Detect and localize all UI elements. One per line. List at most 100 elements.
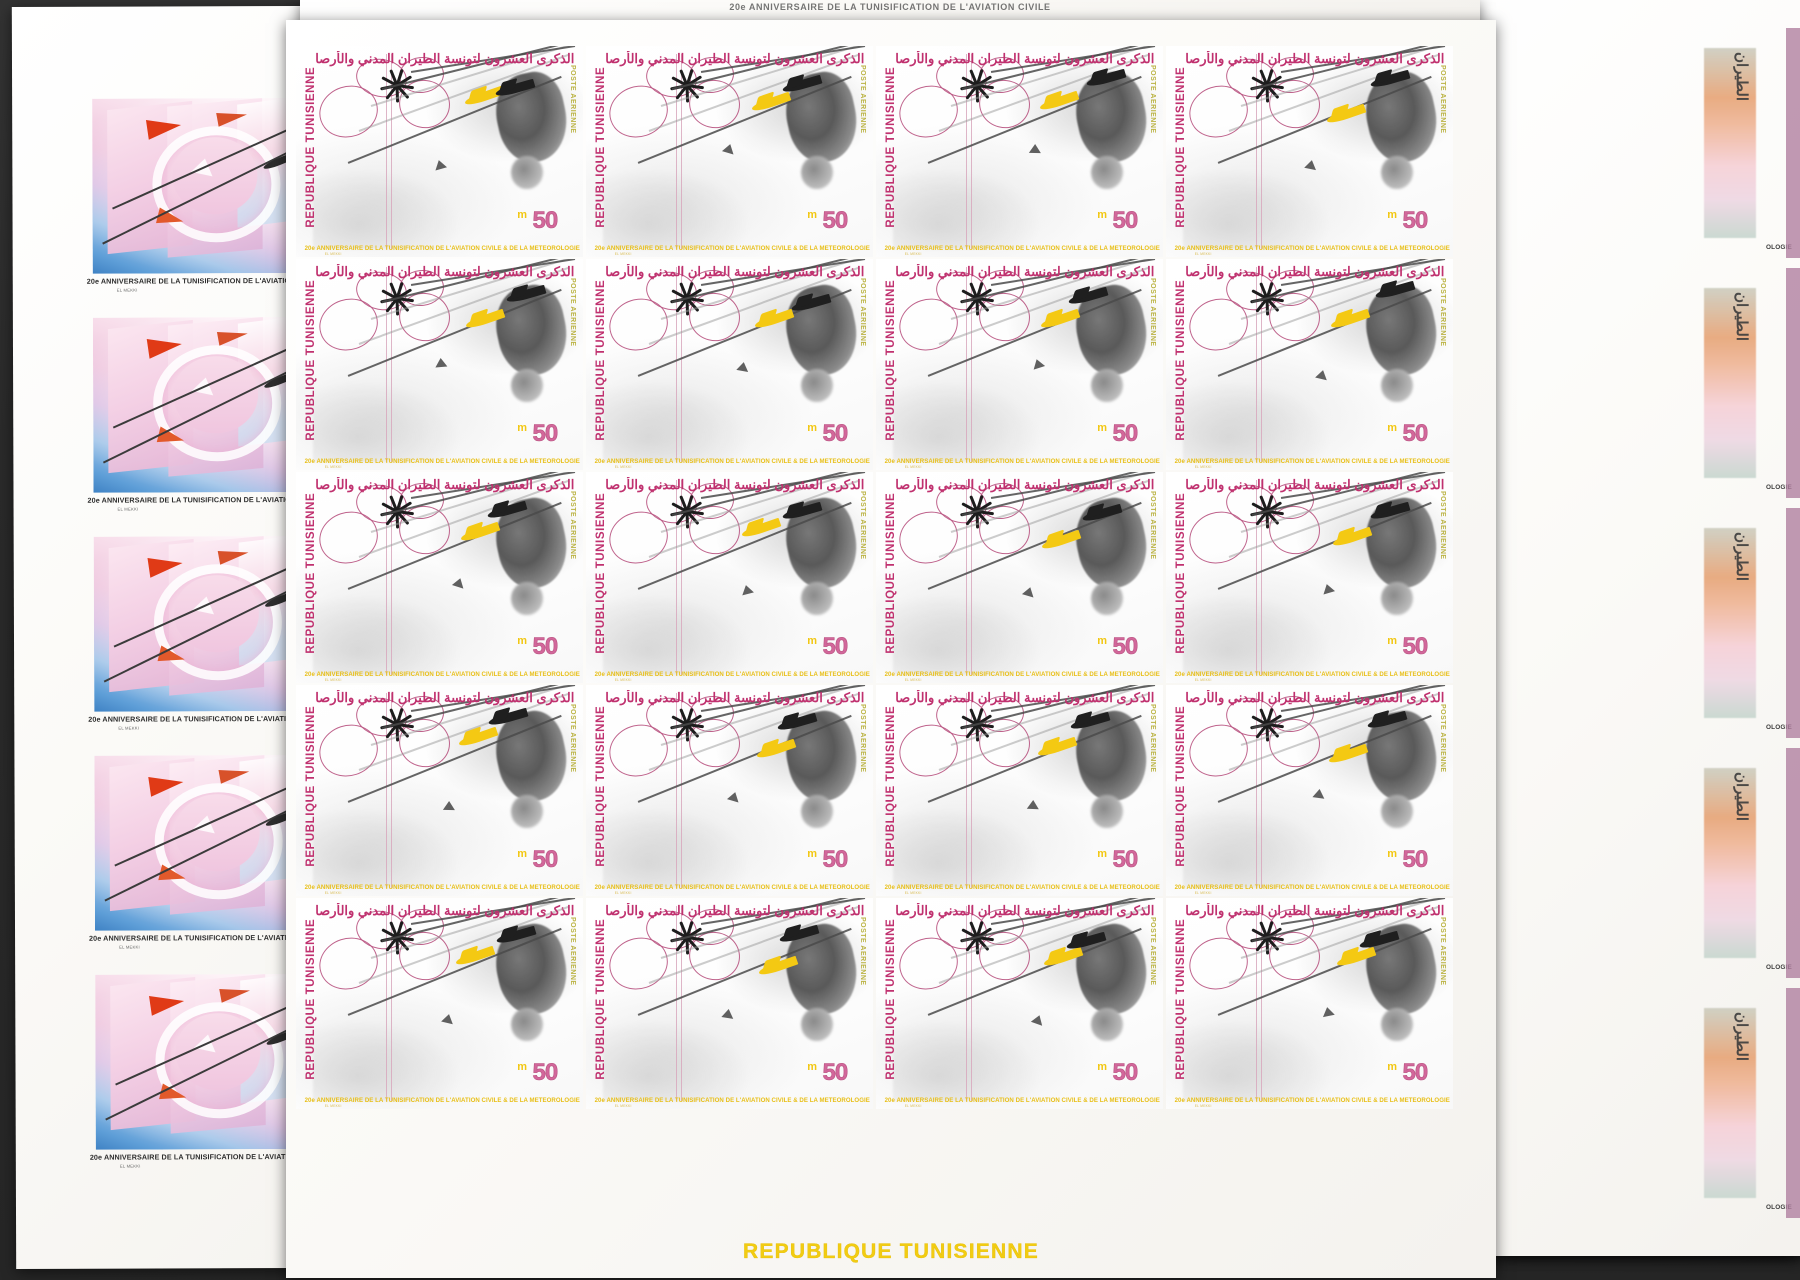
stamp-cell[interactable]: الذكرى العشرون لتونسة الطيران المدني وال… bbox=[1166, 898, 1453, 1109]
vertical-line-right bbox=[1261, 267, 1263, 462]
vertical-line-left bbox=[1256, 906, 1258, 1101]
right-sheet-artwork-fragment bbox=[1704, 1008, 1756, 1198]
stamp[interactable]: الذكرى العشرون لتونسة الطيران المدني وال… bbox=[876, 685, 1163, 896]
stamp[interactable]: الذكرى العشرون لتونسة الطيران المدني وال… bbox=[1166, 46, 1453, 257]
stamp[interactable]: الذكرى العشرون لتونسة الطيران المدني وال… bbox=[876, 898, 1163, 1109]
stamp-cell[interactable]: الذكرى العشرون لتونسة الطيران المدني وال… bbox=[296, 898, 583, 1109]
stamp-cell[interactable]: الذكرى العشرون لتونسة الطيران المدني وال… bbox=[876, 898, 1163, 1109]
vertical-line-left bbox=[966, 480, 968, 675]
stamp-designer-credit: EL MEKKI bbox=[1194, 252, 1212, 257]
stamp-arabic-title: الذكرى العشرون لتونسة الطيران المدني وال… bbox=[316, 51, 575, 67]
stamp-arabic-title: الذكرى العشرون لتونسة الطيران المدني وال… bbox=[316, 690, 575, 706]
stamp-country-name: REPUBLIQUE TUNISIENNE bbox=[884, 918, 897, 1080]
stamp[interactable]: الذكرى العشرون لتونسة الطيران المدني وال… bbox=[296, 685, 583, 896]
stamp-cell[interactable]: الذكرى العشرون لتونسة الطيران المدني وال… bbox=[1166, 46, 1453, 257]
stamp-cell[interactable]: الذكرى العشرون لتونسة الطيران المدني وال… bbox=[876, 685, 1163, 896]
stamp-caption: 20e ANNIVERSAIRE DE LA TUNISIFICATION DE… bbox=[1174, 670, 1450, 678]
stamp[interactable]: الذكرى العشرون لتونسة الطيران المدني وال… bbox=[296, 898, 583, 1109]
vertical-line-right bbox=[681, 693, 683, 888]
stamp[interactable]: الذكرى العشرون لتونسة الطيران المدني وال… bbox=[296, 259, 583, 470]
stamp-currency-mark: m bbox=[807, 422, 818, 435]
stamp-currency-mark: m bbox=[1097, 635, 1108, 648]
stamp[interactable]: الذكرى العشرون لتونسة الطيران المدني وال… bbox=[876, 259, 1163, 470]
stamp-denomination: 50 bbox=[822, 206, 848, 235]
stamp[interactable]: الذكرى العشرون لتونسة الطيران المدني وال… bbox=[876, 46, 1163, 257]
right-sheet-artwork-fragment bbox=[1704, 528, 1756, 718]
cloud-haze bbox=[1183, 381, 1333, 462]
stamp-cell[interactable]: الذكرى العشرون لتونسة الطيران المدني وال… bbox=[296, 472, 583, 683]
stamp[interactable]: الذكرى العشرون لتونسة الطيران المدني وال… bbox=[586, 685, 873, 896]
stamp-cell[interactable]: الذكرى العشرون لتونسة الطيران المدني وال… bbox=[586, 259, 873, 470]
vertical-line-left bbox=[1256, 267, 1258, 462]
rock-formation-small bbox=[801, 1007, 833, 1042]
stamp-country-name: REPUBLIQUE TUNISIENNE bbox=[304, 492, 317, 654]
rock-formation-small bbox=[511, 1007, 543, 1042]
stamp-cell[interactable]: الذكرى العشرون لتونسة الطيران المدني وال… bbox=[876, 472, 1163, 683]
stamp-postes-label: POSTE AERIENNE bbox=[568, 277, 576, 347]
stamp-cell[interactable]: الذكرى العشرون لتونسة الطيران المدني وال… bbox=[876, 46, 1163, 257]
vertical-line-right bbox=[971, 480, 973, 675]
stamp[interactable]: الذكرى العشرون لتونسة الطيران المدني وال… bbox=[586, 259, 873, 470]
stamp-designer-credit: EL MEKKI bbox=[1194, 891, 1212, 896]
stamp-cell[interactable]: الذكرى العشرون لتونسة الطيران المدني وال… bbox=[296, 685, 583, 896]
stamp-cell[interactable]: الذكرى العشرون لتونسة الطيران المدني وال… bbox=[296, 259, 583, 470]
stamp-arabic-title: الذكرى العشرون لتونسة الطيران المدني وال… bbox=[1186, 903, 1445, 919]
vertical-line-left bbox=[676, 693, 678, 888]
stamp-cell[interactable]: الذكرى العشرون لتونسة الطيران المدني وال… bbox=[1166, 472, 1453, 683]
vertical-line-right bbox=[971, 267, 973, 462]
vertical-line-right bbox=[971, 54, 973, 249]
stamp[interactable]: الذكرى العشرون لتونسة الطيران المدني وال… bbox=[876, 472, 1163, 683]
stamp[interactable]: الذكرى العشرون لتونسة الطيران المدني وال… bbox=[1166, 472, 1453, 683]
stamp[interactable]: الذكرى العشرون لتونسة الطيران المدني وال… bbox=[1166, 259, 1453, 470]
right-sheet-artwork-fragment bbox=[1704, 48, 1756, 238]
vertical-line-right bbox=[391, 693, 393, 888]
stamp-postes-label: POSTE AERIENNE bbox=[858, 703, 866, 773]
stamp-country-name: REPUBLIQUE TUNISIENNE bbox=[884, 66, 897, 228]
vertical-line-right bbox=[1261, 54, 1263, 249]
stamp-cell[interactable]: الذكرى العشرون لتونسة الطيران المدني وال… bbox=[586, 898, 873, 1109]
vertical-line-right bbox=[1261, 906, 1263, 1101]
stamp[interactable]: الذكرى العشرون لتونسة الطيران المدني وال… bbox=[296, 472, 583, 683]
stamp-denomination: 50 bbox=[1112, 206, 1138, 235]
stamp[interactable]: الذكرى العشرون لتونسة الطيران المدني وال… bbox=[1166, 898, 1453, 1109]
stamp-country-name: REPUBLIQUE TUNISIENNE bbox=[884, 279, 897, 441]
rock-formation-small bbox=[801, 368, 833, 403]
stamp[interactable]: الذكرى العشرون لتونسة الطيران المدني وال… bbox=[586, 46, 873, 257]
stamp-cell[interactable]: الذكرى العشرون لتونسة الطيران المدني وال… bbox=[296, 46, 583, 257]
main-stamp-sheet: الذكرى العشرون لتونسة الطيران المدني وال… bbox=[286, 20, 1496, 1278]
stamp[interactable]: الذكرى العشرون لتونسة الطيران المدني وال… bbox=[1166, 685, 1453, 896]
stamp[interactable]: الذكرى العشرون لتونسة الطيران المدني وال… bbox=[296, 46, 583, 257]
cloud-haze bbox=[1183, 168, 1333, 249]
stamp-caption: 20e ANNIVERSAIRE DE LA TUNISIFICATION DE… bbox=[1174, 883, 1450, 891]
stamp[interactable]: الذكرى العشرون لتونسة الطيران المدني وال… bbox=[586, 898, 873, 1109]
stamp-cell[interactable]: الذكرى العشرون لتونسة الطيران المدني وال… bbox=[876, 259, 1163, 470]
stamp-arabic-title: الذكرى العشرون لتونسة الطيران المدني وال… bbox=[606, 264, 865, 280]
stamp[interactable]: الذكرى العشرون لتونسة الطيران المدني وال… bbox=[586, 472, 873, 683]
vertical-line-left bbox=[966, 54, 968, 249]
rock-formation-small bbox=[511, 368, 543, 403]
vertical-line-left bbox=[386, 267, 388, 462]
stamp-arabic-title: الذكرى العشرون لتونسة الطيران المدني وال… bbox=[1186, 264, 1445, 280]
vertical-line-left bbox=[386, 480, 388, 675]
right-sheet-arabic-fragment: الطيران bbox=[1733, 532, 1750, 582]
star-marker bbox=[1312, 788, 1326, 799]
stamp-cell[interactable]: الذكرى العشرون لتونسة الطيران المدني وال… bbox=[586, 685, 873, 896]
stamp-currency-mark: m bbox=[807, 209, 818, 222]
stamp-postes-label: POSTE AERIENNE bbox=[1438, 490, 1446, 560]
stamp-cell[interactable]: الذكرى العشرون لتونسة الطيران المدني وال… bbox=[1166, 685, 1453, 896]
bottom-margin-imprint: REPUBLIQUE TUNISIENNE bbox=[743, 1240, 1039, 1263]
rock-formation-small bbox=[1381, 155, 1413, 190]
cloud-haze bbox=[893, 168, 1043, 249]
right-sheet-caption-fragment: OLOGIE bbox=[1765, 724, 1792, 731]
stamp-cell[interactable]: الذكرى العشرون لتونسة الطيران المدني وال… bbox=[1166, 259, 1453, 470]
stamp-designer-credit: EL MEKKI bbox=[324, 891, 342, 896]
stamp-cell[interactable]: الذكرى العشرون لتونسة الطيران المدني وال… bbox=[586, 46, 873, 257]
right-sheet-artwork-fragment bbox=[1704, 288, 1756, 478]
stamp-postes-label: POSTE AERIENNE bbox=[858, 64, 866, 134]
right-sheet-caption-fragment: OLOGIE bbox=[1765, 1204, 1792, 1211]
stamp-arabic-title: الذكرى العشرون لتونسة الطيران المدني وال… bbox=[896, 51, 1155, 67]
rock-formation-small bbox=[1381, 1007, 1413, 1042]
right-sheet-arabic-fragment: الطيران bbox=[1733, 772, 1750, 822]
stamp-cell[interactable]: الذكرى العشرون لتونسة الطيران المدني وال… bbox=[586, 472, 873, 683]
stamp-caption: 20e ANNIVERSAIRE DE LA TUNISIFICATION DE… bbox=[884, 244, 1160, 252]
